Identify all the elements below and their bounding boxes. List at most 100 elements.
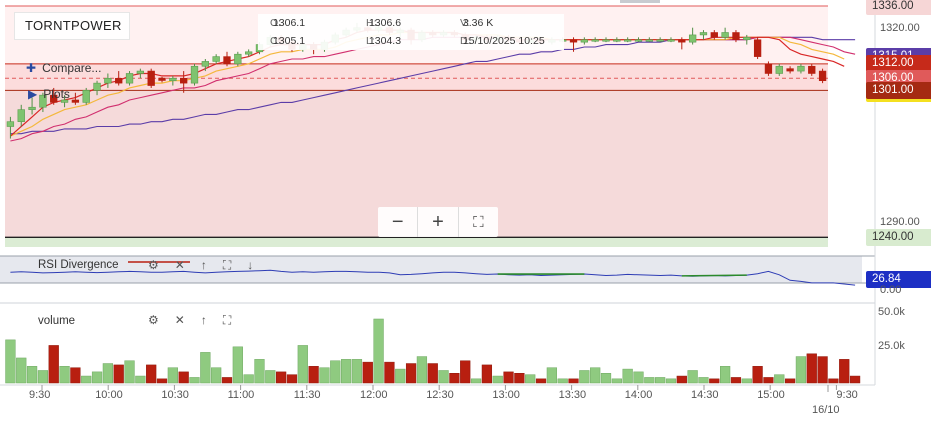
date-value: 15/10/2025 10:25 [462, 35, 545, 47]
price-axis-tick: 1320.00 [880, 22, 920, 34]
compare-label: Compare... [42, 61, 102, 75]
volume-bar [687, 370, 698, 384]
candle-body [753, 39, 762, 57]
volume-bar [48, 345, 59, 384]
low-label: L: [366, 35, 375, 47]
volume-bar [633, 371, 644, 384]
arrow-up-icon[interactable]: ↑ [200, 258, 207, 272]
volume-label: V: [460, 17, 470, 29]
volume-bar [568, 378, 579, 384]
zone-support [5, 237, 828, 247]
volume-bar [795, 356, 807, 384]
time-axis-label: 9:30 [29, 389, 51, 401]
volume-bar [178, 371, 189, 384]
price-tag: 1240.00 [866, 228, 931, 246]
plots-label: Plots [43, 87, 70, 101]
volume-bars [5, 318, 861, 384]
time-axis-label: 13:00 [492, 389, 520, 401]
volume-bar [319, 367, 330, 384]
high-value: 1306.6 [368, 17, 402, 29]
zoom-in-button[interactable]: + [418, 207, 459, 237]
volume-bar [784, 378, 796, 384]
volume-bar [720, 366, 731, 384]
time-axis-date: 16/10 [812, 404, 840, 416]
candle [212, 54, 220, 64]
candle [158, 76, 166, 83]
volume-bar [806, 353, 817, 384]
candle-body [764, 63, 773, 74]
expand-icon[interactable]: ⛶ [222, 313, 232, 327]
volume-bar [774, 374, 785, 384]
candle-body [710, 32, 718, 38]
candle-body [678, 39, 686, 43]
plots-button[interactable]: ▶ Plots [28, 87, 70, 101]
volume-bar [470, 378, 482, 384]
volume-value: 3.36 K [462, 17, 494, 29]
fullscreen-button[interactable]: ⛶ [473, 213, 484, 231]
volume-bar [752, 366, 763, 384]
candle-body [797, 65, 805, 72]
volume-bar [286, 374, 298, 384]
volume-bar [26, 366, 38, 384]
symbol-label: TORNTPOWER [25, 18, 122, 33]
time-axis-label: 10:30 [161, 389, 189, 401]
candle-body [60, 99, 69, 103]
volume-bar [362, 361, 373, 384]
volume-bar [763, 377, 774, 384]
candle-body [93, 82, 101, 91]
arrow-up-icon[interactable]: ↑ [200, 313, 207, 327]
candle [634, 37, 643, 43]
candle [180, 71, 188, 93]
play-icon: ▶ [28, 87, 38, 101]
candle-body [180, 78, 188, 84]
compare-button[interactable]: ✚ Compare... [26, 61, 101, 75]
volume-bar [676, 375, 687, 384]
candle [147, 68, 155, 88]
rsi-axis-tick: 0.00 [880, 284, 902, 296]
expand-icon[interactable]: ⛶ [222, 258, 232, 272]
candle-body [212, 56, 220, 62]
arrow-down-icon[interactable]: ↓ [247, 258, 254, 272]
candle [645, 37, 653, 43]
volume-bar [600, 373, 612, 384]
open-value: 1306.1 [272, 17, 306, 29]
time-axis-label: 13:30 [558, 389, 587, 401]
gear-icon[interactable]: ⚙ [148, 313, 159, 327]
volume-bar [5, 339, 16, 384]
volume-bar [481, 364, 493, 384]
candle-body [721, 32, 729, 38]
close-icon[interactable]: ✕ [174, 313, 185, 327]
candle [223, 51, 231, 67]
low-value: 1304.3 [368, 35, 402, 47]
candle-body [158, 77, 166, 81]
candle-body [39, 94, 47, 108]
volume-bar [200, 352, 211, 384]
symbol-box[interactable]: TORNTPOWER [14, 12, 130, 40]
candle [721, 27, 729, 40]
candle [50, 87, 58, 105]
zoom-out-button[interactable]: − [378, 207, 419, 237]
volume-bar [308, 366, 319, 384]
time-axis-label: 12:00 [360, 389, 388, 401]
volume-bar [189, 377, 200, 384]
close-icon[interactable]: ✕ [174, 258, 185, 272]
candle [60, 95, 69, 108]
candle [234, 51, 242, 67]
rsi-panel-bg [0, 256, 862, 283]
volume-bar [590, 367, 601, 384]
plus-icon: ✚ [26, 61, 37, 75]
volume-bar [81, 375, 92, 384]
volume-axis-tick: 25.0k [878, 340, 905, 352]
candle-body [190, 65, 199, 84]
ohlc-legend: O: 1306.1 H: 1306.6 V: 3.36 K C: 1305.1 … [258, 14, 564, 50]
volume-bar [557, 378, 568, 384]
time-axis-label: 11:00 [227, 389, 255, 401]
candle [71, 92, 80, 105]
volume-bar [124, 360, 135, 384]
candle-body [82, 90, 90, 103]
candle [688, 27, 697, 45]
gear-icon[interactable]: ⚙ [148, 258, 159, 272]
zone-mid [5, 63, 828, 91]
volume-bar [828, 378, 839, 384]
